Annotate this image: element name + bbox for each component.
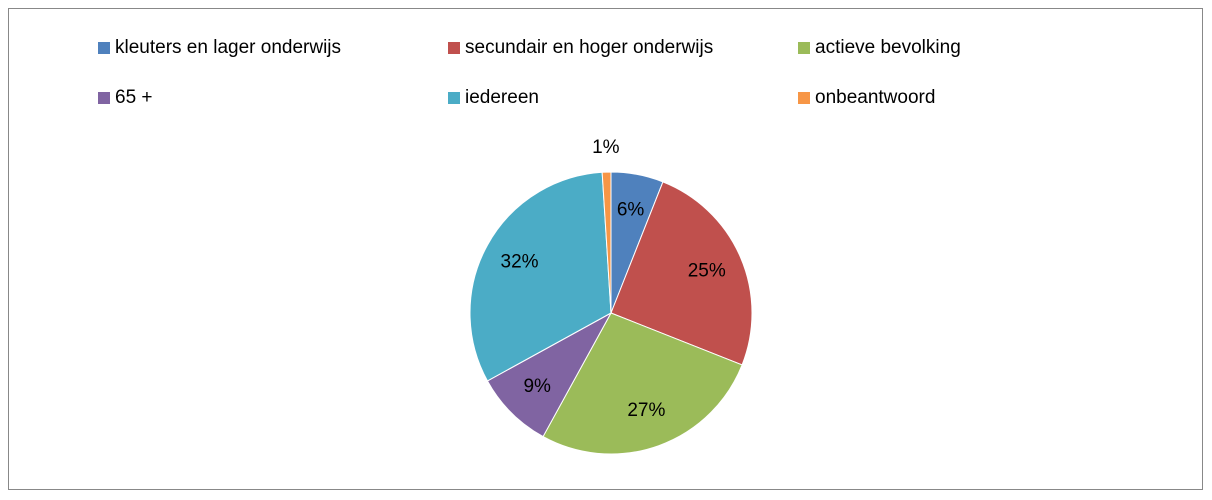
legend-label: onbeantwoord [815,87,935,108]
legend-swatch [448,42,460,54]
legend-swatch [798,92,810,104]
data-label: 9% [523,376,551,397]
data-label: 32% [501,252,539,273]
legend-swatch [98,92,110,104]
legend-label: iedereen [465,87,539,108]
data-label: 25% [688,261,726,282]
legend-swatch [448,92,460,104]
data-label: 1% [592,137,620,158]
pie-slice [542,312,743,455]
data-label: 6% [617,200,645,221]
data-label: 27% [627,400,665,421]
legend-swatch [98,42,110,54]
legend-label: 65 + [115,87,153,108]
pie-slice [601,171,612,314]
pie-slice [469,171,612,382]
legend-label: actieve bevolking [815,37,961,58]
legend-label: kleuters en lager onderwijs [115,37,341,58]
pie-slice [610,181,753,366]
legend-label: secundair en hoger onderwijs [465,37,713,58]
pie-slice [486,311,613,438]
legend-swatch [798,42,810,54]
